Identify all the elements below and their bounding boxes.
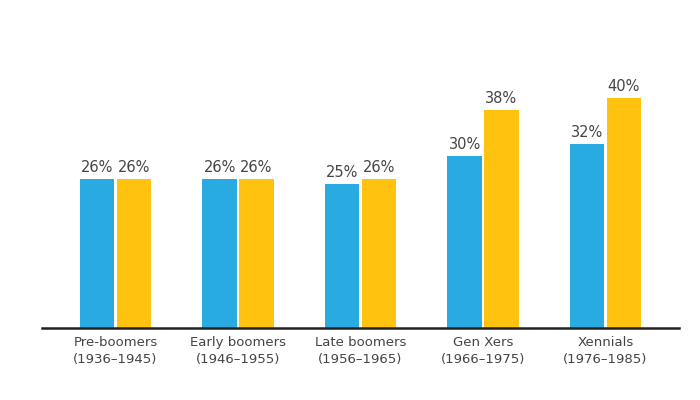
Bar — [325, 184, 359, 328]
Bar — [570, 144, 604, 328]
Text: 32%: 32% — [571, 125, 603, 140]
Text: 26%: 26% — [363, 160, 395, 174]
Bar — [239, 179, 274, 328]
Text: 40%: 40% — [608, 79, 640, 94]
Bar — [362, 179, 396, 328]
Bar — [80, 179, 114, 328]
Text: 25%: 25% — [326, 165, 358, 180]
Text: 26%: 26% — [118, 160, 150, 174]
Bar — [117, 179, 151, 328]
Bar — [447, 156, 482, 328]
Text: 26%: 26% — [240, 160, 272, 174]
Text: 26%: 26% — [204, 160, 236, 174]
Bar — [484, 110, 519, 328]
Bar — [202, 179, 237, 328]
Text: 26%: 26% — [81, 160, 113, 174]
Bar — [607, 98, 641, 328]
Text: 30%: 30% — [449, 137, 481, 152]
Text: 38%: 38% — [485, 91, 517, 106]
